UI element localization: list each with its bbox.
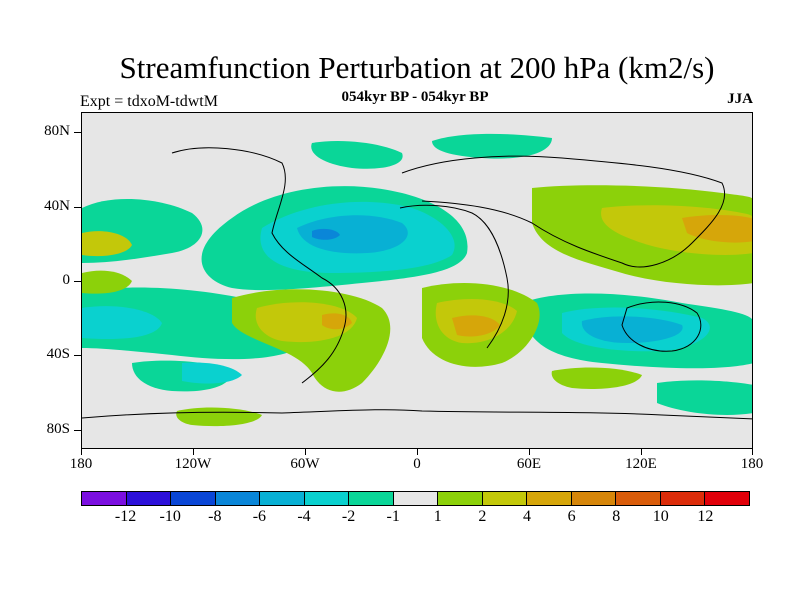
- lat-tick-0: [74, 281, 81, 282]
- plot-subtitle: 054kyr BP - 054kyr BP: [341, 89, 489, 105]
- colorbar-label: -12: [114, 508, 137, 525]
- experiment-label: Expt = tdxoM-tdwtM: [80, 93, 218, 110]
- lon-label-0: 0: [413, 456, 421, 472]
- lon-tick-120e: [641, 449, 642, 455]
- coastline-australia: [621, 301, 702, 352]
- lat-label-80n: 80N: [44, 123, 70, 139]
- colorbar-label: 6: [567, 508, 576, 525]
- lat-label-0: 0: [62, 272, 71, 288]
- lon-tick-120w: [193, 449, 194, 455]
- lat-tick-80s: [74, 430, 81, 431]
- colorbar-label: -8: [208, 508, 222, 525]
- lon-label-60e: 60E: [516, 456, 542, 472]
- lat-tick-40n: [74, 207, 81, 208]
- coastline-eurasia: [401, 155, 726, 268]
- lat-tick-80n: [74, 132, 81, 133]
- colorbar-cell: [660, 492, 706, 505]
- colorbar-label: 8: [612, 508, 621, 525]
- lon-label-60w: 60W: [290, 456, 320, 472]
- colorbar-cell: [82, 492, 127, 505]
- colorbar-cell: [126, 492, 172, 505]
- lat-label-40n: 40N: [44, 198, 70, 214]
- colorbar-label: 4: [523, 508, 531, 525]
- colorbar-cell: [571, 492, 617, 505]
- coastline-africa: [399, 204, 509, 349]
- map-contours: [82, 133, 752, 427]
- colorbar-cell: [260, 492, 305, 505]
- colorbar-cell: [349, 492, 394, 505]
- contour-pos4-afr: [452, 315, 500, 337]
- contour-neg-so: [657, 380, 752, 415]
- colorbar-cell: [171, 492, 216, 505]
- colorbar-label: 12: [697, 508, 714, 525]
- colorbar-label: -4: [297, 508, 311, 525]
- contour-blue-io: [581, 316, 683, 343]
- colorbar-cell: [438, 492, 483, 505]
- lon-tick-180w: [81, 449, 82, 455]
- contour-pos-pacs: [176, 407, 262, 427]
- colorbar-label: -1: [386, 508, 400, 525]
- contour-neg-arctic: [311, 141, 403, 169]
- contour-pos2-atl: [255, 302, 357, 343]
- lon-tick-60e: [529, 449, 530, 455]
- colorbar-cell: [616, 492, 661, 505]
- colorbar-label: -6: [252, 508, 267, 525]
- lon-tick-60w: [305, 449, 306, 455]
- contour-darkblue-na: [312, 228, 340, 240]
- contour-neg-arctic2: [432, 133, 552, 159]
- coastline-americas: [171, 147, 347, 384]
- contour-pos-io2: [551, 367, 642, 389]
- lon-tick-0: [417, 449, 418, 455]
- coastline-antarctica: [82, 409, 752, 420]
- lon-label-180w: 180: [69, 456, 93, 472]
- colorbar-label: 2: [478, 508, 487, 525]
- map-panel: [81, 112, 753, 449]
- contour-cyan-spac: [82, 306, 162, 340]
- season-label: JJA: [727, 91, 753, 107]
- plot-title: Streamfunction Perturbation at 200 hPa (…: [119, 50, 715, 85]
- lat-label-80s: 80S: [46, 421, 70, 437]
- colorbar-cell: [705, 492, 749, 505]
- lon-label-120w: 120W: [174, 456, 212, 472]
- contour-cyan-sa: [182, 362, 242, 384]
- lat-tick-40s: [74, 355, 81, 356]
- contour-pos2-npac: [82, 231, 132, 257]
- colorbar-label: -2: [341, 508, 356, 525]
- contour-blue-na: [297, 215, 408, 254]
- colorbar-label: -10: [159, 508, 181, 525]
- colorbar-cell: [304, 492, 350, 505]
- colorbar-cell: [527, 492, 572, 505]
- colorbar-cell: [393, 492, 439, 505]
- colorbar-cell: [482, 492, 528, 505]
- colorbar-label: 10: [652, 508, 669, 525]
- colorbar-cell: [215, 492, 261, 505]
- lon-label-120e: 120E: [625, 456, 657, 472]
- lat-label-40s: 40S: [46, 346, 70, 362]
- colorbar: [81, 491, 750, 506]
- contour-pos-npac: [82, 270, 132, 294]
- lon-tick-180e: [752, 449, 753, 455]
- colorbar-label: 1: [433, 508, 442, 525]
- lon-label-180e: 180: [740, 456, 764, 472]
